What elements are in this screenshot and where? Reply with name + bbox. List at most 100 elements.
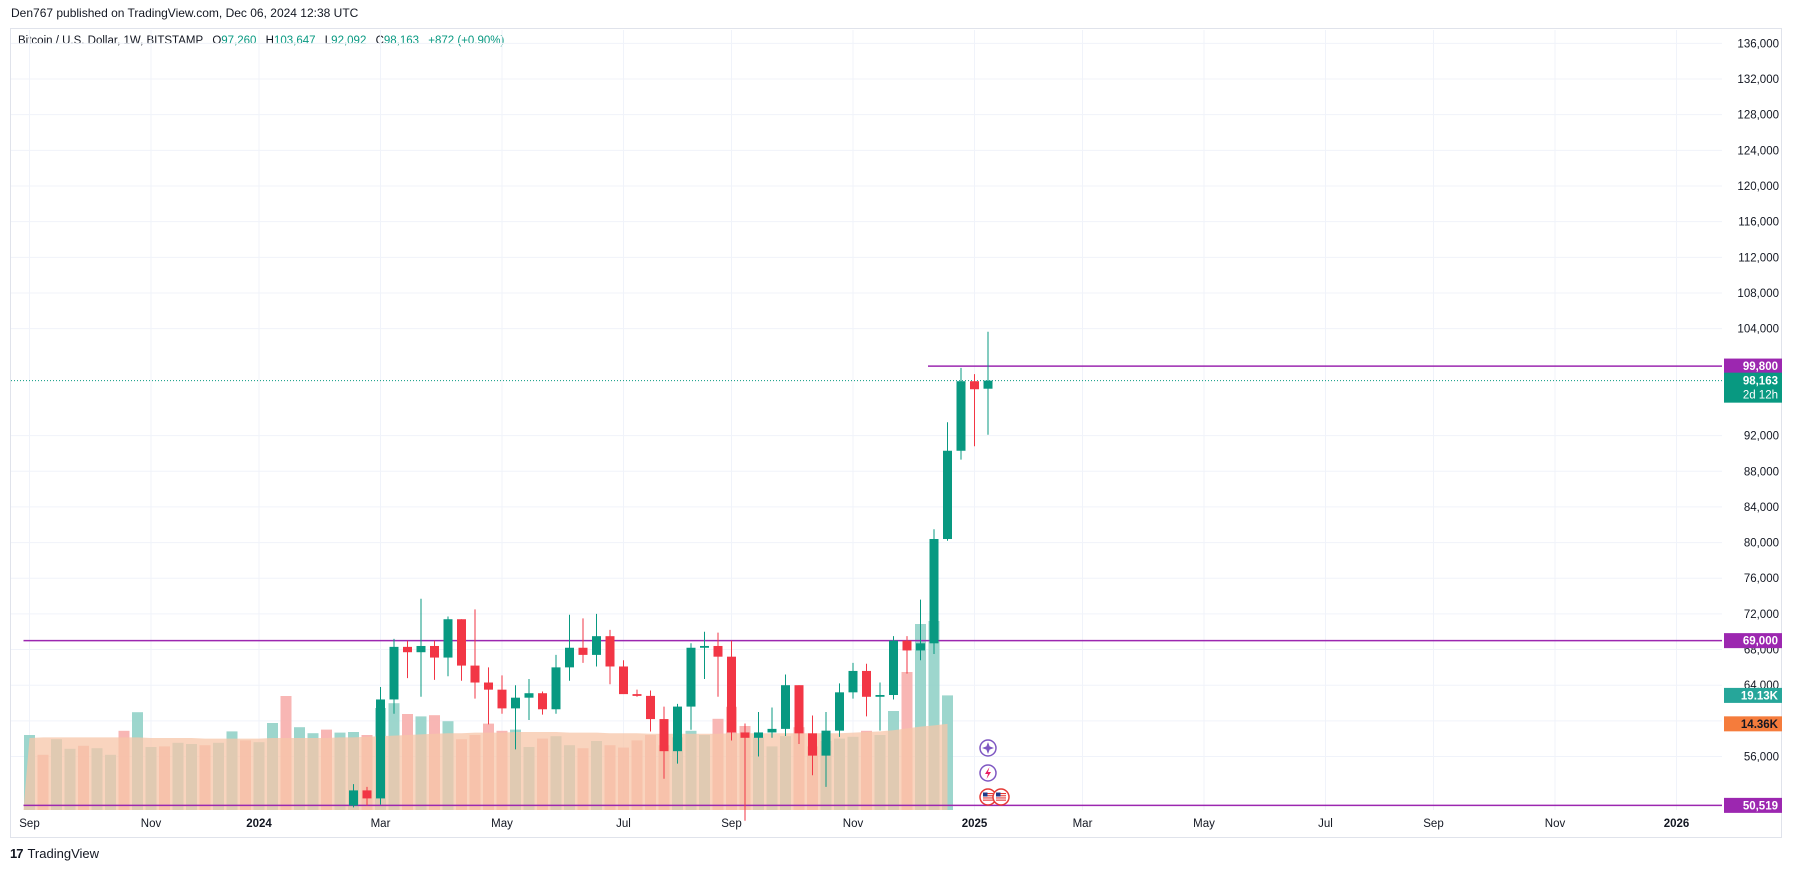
tradingview-brand[interactable]: 17 TradingView (10, 846, 99, 861)
candle-body (389, 646, 399, 700)
time-tick-label: 2026 (1664, 818, 1690, 830)
candle-body (578, 647, 588, 655)
candle-body (565, 647, 574, 668)
candle-body (970, 381, 979, 390)
candle-body (497, 689, 507, 709)
candle-body (403, 646, 412, 653)
candle-body (713, 645, 723, 657)
legend-symbol[interactable]: Bitcoin / U.S. Dollar, 1W, BITSTAMP (18, 35, 204, 47)
legend-high-value: 103,647 (273, 35, 316, 47)
volume-bar (915, 624, 926, 810)
price-tick-label: 104,000 (1737, 324, 1779, 336)
time-tick-label: Jul (616, 818, 631, 830)
flag-stripe (996, 793, 1006, 795)
price-tick-label: 80,000 (1744, 538, 1779, 550)
time-tick-label: May (491, 818, 513, 830)
level-badge: 99,800 (1724, 358, 1782, 374)
legend-low-label: L (324, 35, 332, 47)
candle-body (862, 670, 871, 697)
volume-badge-text: 19.13K (1741, 690, 1779, 702)
legend-change: +872 (+0.90%) (428, 35, 505, 47)
candle-body (470, 665, 480, 683)
candle-body (443, 619, 453, 658)
volume-ma-badge-text: 14.36K (1741, 719, 1779, 731)
level-badge-text: 50,519 (1743, 800, 1778, 812)
time-tick-label: Nov (1545, 818, 1566, 830)
time-tick-label: Nov (843, 818, 864, 830)
legend-high-label: H (265, 35, 274, 47)
price-tick-label: 92,000 (1744, 431, 1779, 443)
time-tick-label: 2025 (962, 818, 988, 830)
candle-body (875, 695, 885, 697)
flag-stripe (983, 797, 993, 799)
candle-body (551, 667, 561, 710)
level-badge-bg (1724, 797, 1782, 813)
candle-body (808, 733, 817, 756)
candle-body (916, 643, 925, 651)
flag-stripe (996, 795, 1006, 797)
legend-open-value: 97,260 (221, 35, 257, 47)
flag-stripe (996, 799, 1006, 801)
price-tick-label: 88,000 (1744, 466, 1779, 478)
lightning-icon (979, 764, 997, 782)
price-tick-label: 124,000 (1737, 145, 1779, 157)
price-tick-label: 136,000 (1737, 38, 1779, 50)
time-tick-label: Sep (19, 818, 39, 830)
volume-badge: 19.13K (1724, 687, 1782, 703)
candle-body (592, 636, 601, 655)
volume-bar (928, 621, 940, 810)
legend-close-value: 98,163 (383, 35, 420, 47)
price-tick-label: 132,000 (1737, 74, 1779, 86)
candle-body (781, 685, 790, 729)
candle-body (362, 790, 372, 799)
tradingview-logo-icon: 17 (10, 846, 24, 861)
time-tick-label: Jul (1318, 818, 1333, 830)
symbol-legend[interactable]: Bitcoin / U.S. Dollar, 1W, BITSTAMP O97,… (18, 35, 504, 47)
candle-body (794, 685, 804, 734)
star-shape (982, 742, 994, 754)
candle-body (686, 647, 696, 707)
price-tick-label: 56,000 (1744, 752, 1779, 764)
legend-low-value: 92,092 (331, 35, 367, 47)
flag-stripe (983, 793, 993, 795)
time-tick-label: May (1193, 818, 1215, 830)
candle-body (943, 450, 952, 540)
time-tick-label: Sep (1423, 818, 1443, 830)
candle-body (740, 732, 750, 738)
candle-body (538, 693, 547, 710)
candle-body (848, 670, 858, 693)
countdown-label: 2d 12h (1743, 390, 1778, 402)
candle-body (983, 380, 993, 389)
flag-stripe (983, 799, 993, 801)
candle-body (889, 640, 898, 696)
candle-body (956, 381, 966, 451)
candle-body (902, 640, 912, 651)
flag-canton (996, 792, 1001, 797)
candle-body (767, 728, 777, 733)
brand-name: TradingView (27, 846, 100, 861)
candle-body (349, 790, 358, 806)
candle-body (619, 666, 628, 695)
price-tick-label: 84,000 (1744, 502, 1779, 514)
level-badge-bg (1724, 358, 1782, 374)
volume-ma-area (23, 723, 948, 810)
publisher-line: Den767 published on TradingView.com, Dec… (11, 6, 359, 20)
candle-body (754, 732, 763, 738)
level-badge: 69,000 (1724, 633, 1782, 649)
price-tick-label: 72,000 (1744, 609, 1779, 621)
level-badge: 50,519 (1724, 797, 1782, 813)
flag-stripe (983, 795, 993, 797)
current-price-badge: 98,163 2d 12h (1724, 372, 1782, 403)
candle-body (430, 645, 439, 658)
candle-body (727, 656, 736, 733)
legend-close-label: C (375, 35, 384, 47)
candle-body (457, 619, 466, 666)
candle-body (376, 699, 385, 799)
star-icon (979, 739, 997, 757)
legend-open-label: O (212, 35, 222, 47)
candle-body (700, 645, 709, 648)
flag-stripe (996, 797, 1006, 799)
candle-body (632, 694, 642, 696)
time-axis: Sep Nov 2024 Mar May Jul Sep Nov 2025 Mar May Jul Se… (19, 818, 1689, 830)
